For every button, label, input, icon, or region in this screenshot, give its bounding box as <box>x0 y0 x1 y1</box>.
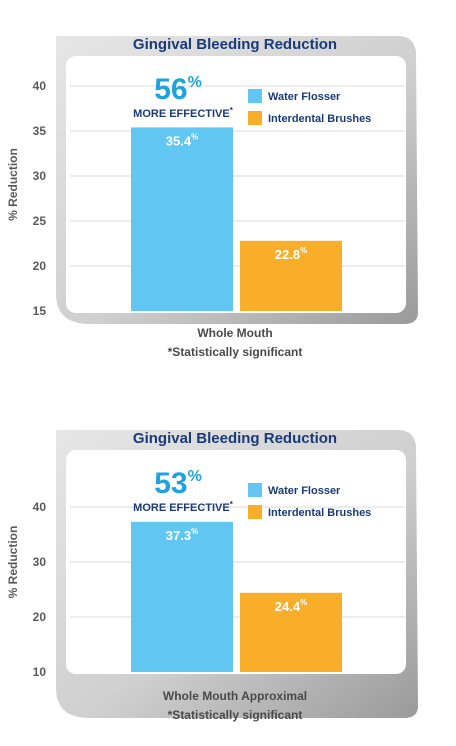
bar-value-percent: % <box>300 246 307 255</box>
legend-swatch <box>248 111 262 125</box>
bar-interdental-brushes <box>240 592 342 672</box>
y-axis-title: % Reduction <box>6 148 20 221</box>
footnote: *Statistically significant <box>168 708 303 722</box>
plot-panel <box>66 56 406 313</box>
callout-percent-sign: % <box>188 468 202 485</box>
chart-1: 15 20 25 30 35 40 % Reduction Gingival Bleeding… <box>6 36 418 359</box>
callout-number: 56 <box>154 73 187 106</box>
x-axis-caption: Whole Mouth Approximal <box>163 689 307 703</box>
callout-percent-sign: % <box>188 74 202 91</box>
bar-water-flosser <box>131 127 233 312</box>
legend-swatch <box>248 89 262 103</box>
x-axis-caption: Whole Mouth <box>197 326 272 340</box>
bar-value-percent: % <box>191 527 198 536</box>
chart-2: 10 20 30 40 % Reduction Gingival Bleeding Red… <box>6 430 418 722</box>
bar-value-number: 24.4 <box>275 599 301 614</box>
y-tick-label: 30 <box>33 555 47 569</box>
bar-value-number: 37.3 <box>166 528 191 543</box>
bar-value-label: 35.4% <box>166 132 198 148</box>
y-tick-label: 20 <box>33 259 47 273</box>
callout-text: MORE EFFECTIVE* <box>133 500 234 514</box>
callout-percent: 56% <box>154 73 202 106</box>
y-tick-label: 15 <box>33 304 47 318</box>
chart-title: Gingival Bleeding Reduction <box>133 36 337 53</box>
callout-more-effective: MORE EFFECTIVE <box>133 502 230 514</box>
legend-swatch <box>248 505 262 519</box>
bar-value-label: 24.4% <box>275 598 307 614</box>
callout-asterisk: * <box>230 500 234 509</box>
bar-value-label: 37.3% <box>166 527 198 543</box>
y-tick-label: 10 <box>33 665 47 679</box>
bar-value-label: 22.8% <box>275 246 307 262</box>
y-tick-label: 40 <box>33 500 47 514</box>
bar-water-flosser <box>131 521 233 672</box>
y-tick-label: 40 <box>33 79 47 93</box>
callout-number: 53 <box>154 467 187 500</box>
y-axis-title: % Reduction <box>6 526 20 599</box>
bar-value-percent: % <box>191 132 198 141</box>
legend-label-water-flosser: Water Flosser <box>268 91 341 103</box>
bar-value-number: 35.4 <box>166 133 192 148</box>
callout-asterisk: * <box>230 106 234 115</box>
y-tick-label: 20 <box>33 610 47 624</box>
legend-label-interdental-brushes: Interdental Brushes <box>268 507 371 519</box>
bar-value-number: 22.8 <box>275 247 300 262</box>
y-tick-label: 35 <box>33 124 47 138</box>
callout-percent: 53% <box>154 467 202 500</box>
bar-value-percent: % <box>300 598 307 607</box>
y-tick-label: 30 <box>33 169 47 183</box>
callout-text: MORE EFFECTIVE* <box>133 106 234 120</box>
legend-label-interdental-brushes: Interdental Brushes <box>268 113 371 125</box>
footnote: *Statistically significant <box>168 345 303 359</box>
callout-more-effective: MORE EFFECTIVE <box>133 108 230 120</box>
y-tick-label: 25 <box>33 214 47 228</box>
legend-label-water-flosser: Water Flosser <box>268 485 341 497</box>
legend-swatch <box>248 483 262 497</box>
chart-title: Gingival Bleeding Reduction <box>133 430 337 447</box>
bar-interdental-brushes <box>240 240 342 311</box>
